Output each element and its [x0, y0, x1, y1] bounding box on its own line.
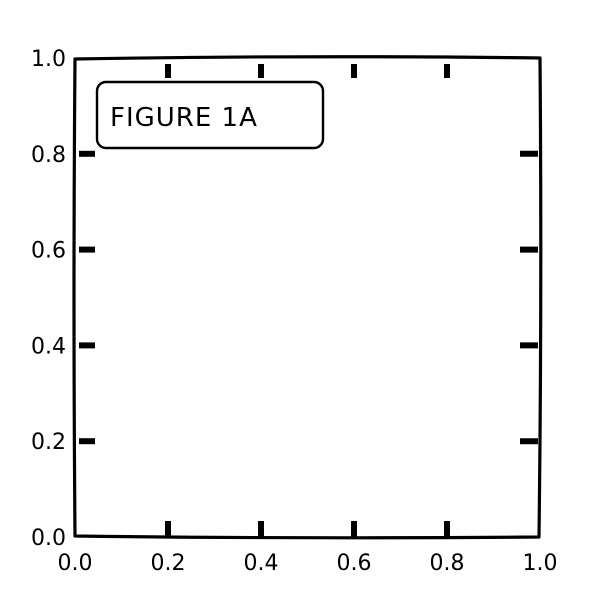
x-tick-label: 0.0: [58, 551, 93, 576]
y-tick-label: 0.0: [31, 526, 66, 551]
annotation-label: FIGURE 1A: [110, 103, 258, 133]
y-tick-label: 1.0: [31, 47, 66, 72]
x-tick-label: 0.6: [337, 551, 372, 576]
y-tick-label: 0.2: [31, 430, 66, 455]
annotation-box: [95, 80, 325, 150]
x-tick-label: 0.4: [244, 551, 279, 576]
y-tick-label: 0.6: [31, 239, 66, 264]
plot-area: 0.0 0.2 0.4 0.6 0.8 1.0 0.0 0.2 0.4 0.6 0.8 1.0 FIGU…: [31, 47, 558, 576]
plot-frame: [72, 55, 543, 540]
x-tick-label: 1.0: [523, 551, 558, 576]
y-tick-label: 0.4: [31, 334, 66, 359]
y-tick-label: 0.8: [31, 143, 66, 168]
x-tick-label: 0.8: [430, 551, 465, 576]
x-tick-label: 0.2: [151, 551, 186, 576]
